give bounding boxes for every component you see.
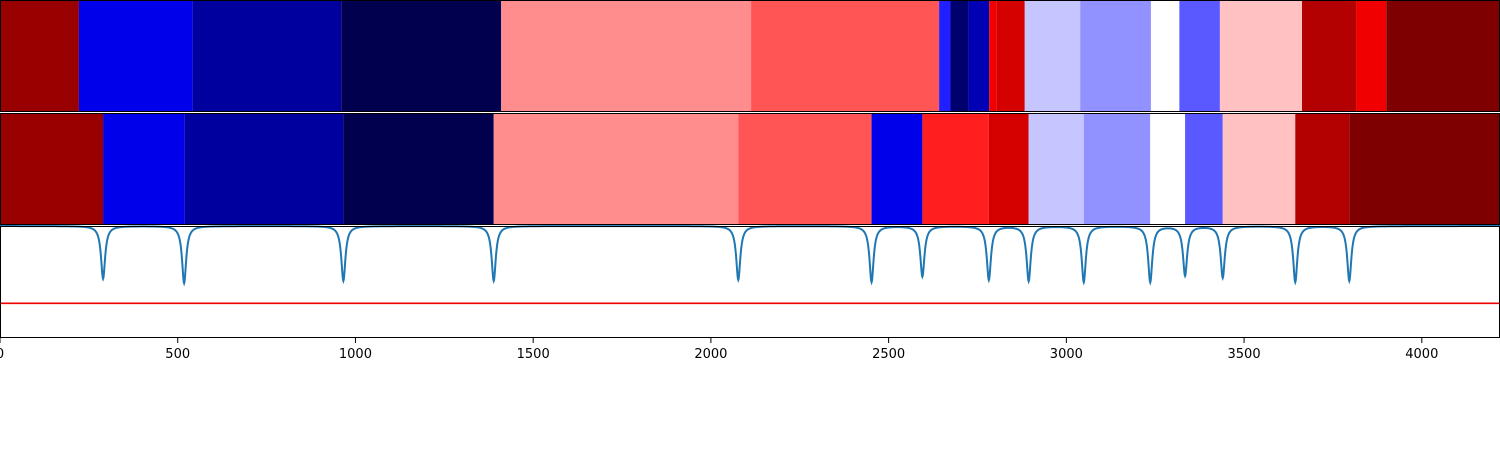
track-2-segment-4 <box>343 113 494 225</box>
x-tick-label-1500: 1500 <box>517 347 550 362</box>
track-2-segment-13 <box>1185 113 1223 225</box>
x-tick-label-2500: 2500 <box>872 347 905 362</box>
track-2-segment-3 <box>184 113 344 225</box>
track-2-segment-6 <box>738 113 872 225</box>
track-1-segment-17 <box>1302 0 1357 112</box>
track-1-segment-12 <box>1024 0 1081 112</box>
x-tick-label-3500: 3500 <box>1228 347 1261 362</box>
track-2-segment-7 <box>871 113 923 225</box>
x-tick-label-2000: 2000 <box>694 347 727 362</box>
track-1-segment-8 <box>950 0 969 112</box>
segment-track-top <box>0 0 1500 112</box>
track-1-segment-11 <box>996 0 1025 112</box>
track-2-segment-8 <box>922 113 989 225</box>
panel-frame-3 <box>0 226 1500 338</box>
signal-panel <box>0 225 1500 305</box>
x-axis: 0 500 1000 1500 2000 2500 3000 3500 4000 <box>0 338 1438 362</box>
track-1-segment-3 <box>192 0 342 112</box>
track-1-segment-6 <box>751 0 940 112</box>
track-2-segment-12 <box>1150 113 1186 225</box>
track-1-segment-7 <box>939 0 951 112</box>
track-1-segment-18 <box>1356 0 1387 112</box>
track-1-segment-19 <box>1386 0 1500 112</box>
x-tick-label-500: 500 <box>165 347 190 362</box>
track-2-segment-9 <box>988 113 1029 225</box>
x-tick-label-1000: 1000 <box>339 347 372 362</box>
segment-track-bottom <box>0 113 1500 225</box>
track-2-segment-15 <box>1295 113 1350 225</box>
track-1-segment-10 <box>989 0 997 112</box>
track-1-segment-2 <box>78 0 193 112</box>
x-tick-label-3000: 3000 <box>1050 347 1083 362</box>
track-1-segment-15 <box>1179 0 1220 112</box>
track-2-segment-2 <box>103 113 185 225</box>
track-1-segment-4 <box>341 0 502 112</box>
track-2-segment-5 <box>493 113 739 225</box>
track-2-segment-1 <box>0 113 104 225</box>
track-1-segment-16 <box>1219 0 1303 112</box>
track-2-segment-14 <box>1222 113 1296 225</box>
track-1-segment-14 <box>1150 0 1180 112</box>
x-tick-label-0: 0 <box>0 347 4 362</box>
track-2-segment-16 <box>1349 113 1500 225</box>
track-2-segment-10 <box>1028 113 1084 225</box>
track-1-segment-13 <box>1080 0 1151 112</box>
track-1-segment-1 <box>0 0 79 112</box>
track-1-segment-9 <box>968 0 990 112</box>
x-tick-label-4000: 4000 <box>1405 347 1438 362</box>
track-1-segment-5 <box>501 0 752 112</box>
track-2-segment-11 <box>1083 113 1151 225</box>
signal-line <box>0 225 1500 287</box>
